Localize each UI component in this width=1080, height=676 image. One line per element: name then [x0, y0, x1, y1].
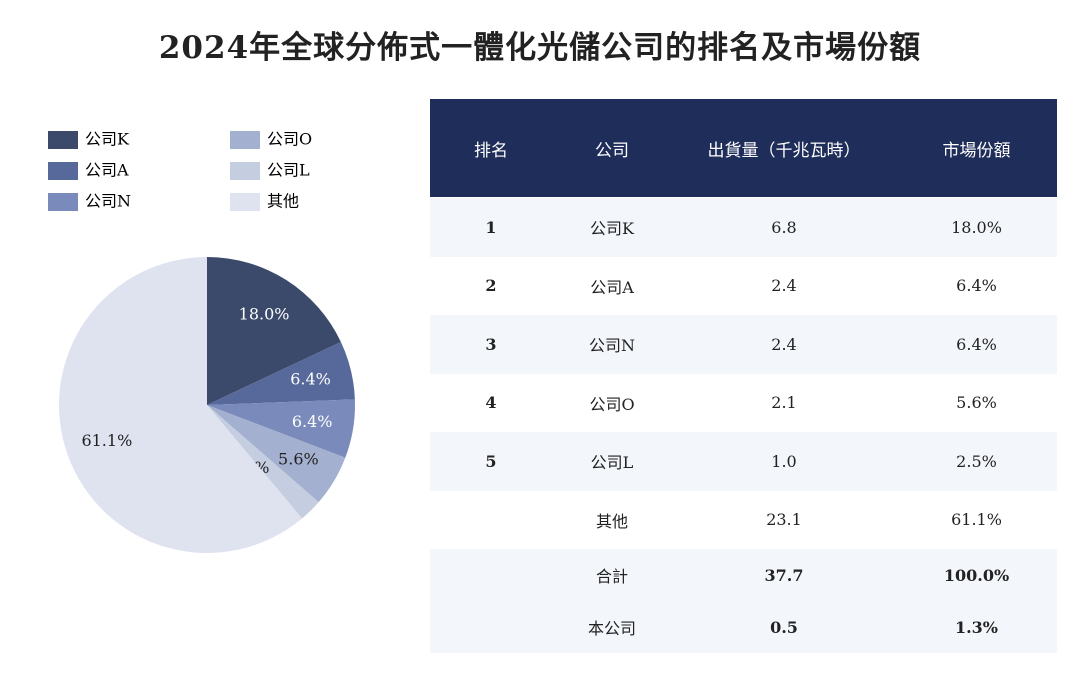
- data-label: 18.0%: [239, 305, 290, 324]
- table-cell: 公司A: [590, 277, 634, 297]
- data-label: 6.4%: [290, 369, 331, 388]
- data-label: 61.1%: [81, 431, 132, 450]
- table-cell: 出貨量（千兆瓦時）: [707, 140, 861, 161]
- pie-slice: [59, 257, 303, 553]
- table-cell: 5.6%: [956, 393, 997, 413]
- table-cell: 6.8: [771, 217, 797, 237]
- table-cell: 3: [485, 334, 497, 354]
- table-cell: 2: [485, 276, 497, 296]
- table-cell: 2.4: [771, 276, 797, 296]
- table-cell: 公司L: [590, 453, 634, 473]
- table-row: 4 公司O 2.1 5.6%: [430, 374, 1057, 433]
- pie-slice: [207, 405, 319, 519]
- legend-label: 公司K: [85, 130, 130, 149]
- table-cell: 100.0%: [943, 565, 1010, 585]
- table-cell: 1.0: [771, 451, 797, 471]
- table-cell: 市場份額: [942, 140, 1011, 161]
- table-row: 排名 公司 出貨量（千兆瓦時） 市場份額: [430, 99, 1057, 197]
- table-cell: 2.5%: [956, 451, 997, 471]
- table-row: 2 公司A 2.4 6.4%: [430, 257, 1057, 316]
- table-cell: 公司O: [589, 394, 635, 414]
- legend-swatch: [230, 131, 260, 149]
- legend-swatch: [48, 162, 78, 180]
- pie-slice: [207, 257, 341, 405]
- legend-swatch: [48, 193, 78, 211]
- table-cell: 公司: [595, 140, 629, 161]
- table-row: 合計 37.7 100.0%: [430, 549, 1057, 601]
- table-cell: 23.1: [766, 510, 802, 530]
- table-row: 3 公司N 2.4 6.4%: [430, 315, 1057, 374]
- table-cell: 1.3%: [954, 617, 999, 637]
- legend-swatch: [48, 131, 78, 149]
- table-row: 1 公司K 6.8 18.0%: [430, 198, 1057, 257]
- table-cell: 61.1%: [951, 510, 1002, 530]
- chart: 公司K公司A公司N公司O公司L其他18.0%6.4%6.4%5.6%2.5%61…: [48, 130, 355, 553]
- table-cell: 4: [485, 393, 497, 413]
- legend-swatch: [230, 193, 260, 211]
- data-label: 5.6%: [278, 449, 319, 468]
- table-cell: 5: [485, 451, 497, 471]
- table-row: 本公司 0.5 1.3%: [430, 601, 1057, 653]
- legend-label: 公司N: [85, 192, 131, 211]
- table-cell: 37.7: [764, 565, 804, 585]
- table-cell: 公司N: [588, 336, 635, 356]
- table-cell: 排名: [474, 140, 508, 161]
- legend-label: 公司O: [267, 130, 312, 149]
- legend-label: 公司L: [267, 161, 310, 180]
- table-cell: 2.4: [771, 334, 797, 354]
- table-cell: 公司K: [590, 219, 634, 239]
- table-cell: 2.1: [771, 393, 797, 413]
- table-row: 5 公司L 1.0 2.5%: [430, 432, 1057, 491]
- pie-slice: [207, 341, 355, 405]
- table-cell: 0.5: [770, 617, 798, 637]
- table-cell: 其他: [595, 511, 628, 531]
- table-cell: 本公司: [587, 619, 636, 638]
- table-row: 其他 23.1 61.1%: [430, 491, 1057, 550]
- data-label: 6.4%: [292, 412, 333, 431]
- table-cell: 1: [485, 217, 497, 237]
- legend-label: 公司A: [85, 161, 129, 180]
- table-cell: 6.4%: [956, 276, 997, 296]
- pie-slice: [207, 399, 355, 458]
- table-cell: 18.0%: [951, 217, 1002, 237]
- legend-label: 其他: [267, 192, 299, 211]
- table-cell: 合計: [595, 567, 628, 586]
- pie-slice: [207, 405, 346, 503]
- table-cell: 6.4%: [956, 334, 997, 354]
- chart-title: 2024年全球分佈式一體化光儲公司的排名及市場份額: [158, 30, 922, 66]
- legend-swatch: [230, 162, 260, 180]
